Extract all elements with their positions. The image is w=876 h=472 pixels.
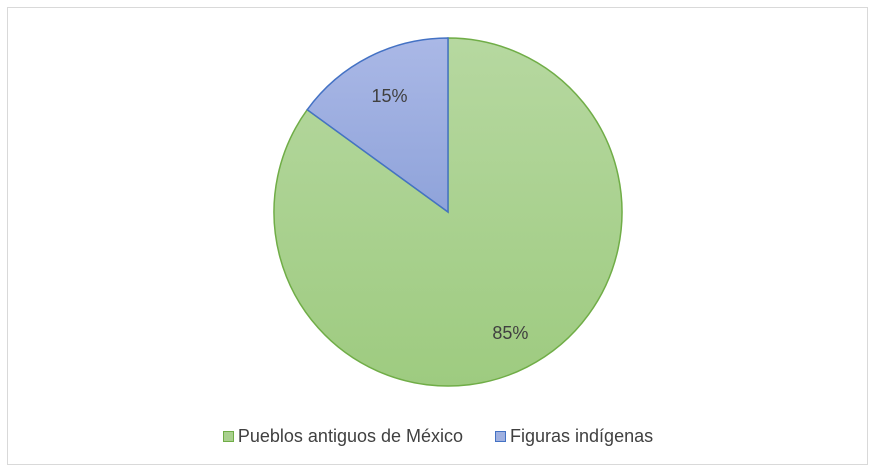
legend-label-pueblos: Pueblos antiguos de México bbox=[237, 426, 464, 446]
legend-swatch-pueblos bbox=[222, 431, 234, 442]
pie-label-pueblos: 85% bbox=[492, 323, 528, 343]
legend-item-figuras: Figuras indígenas bbox=[495, 426, 653, 447]
legend-label-figuras: Figuras indígenas bbox=[510, 426, 654, 446]
pie-slice-figuras bbox=[306, 37, 449, 214]
legend-swatch-figuras bbox=[495, 431, 507, 442]
pie-label-figuras: 15% bbox=[372, 86, 408, 106]
legend-item-pueblos: Pueblos antiguos de México bbox=[222, 426, 464, 447]
chart-legend: Pueblos antiguos de México Figuras indíg… bbox=[0, 426, 876, 447]
